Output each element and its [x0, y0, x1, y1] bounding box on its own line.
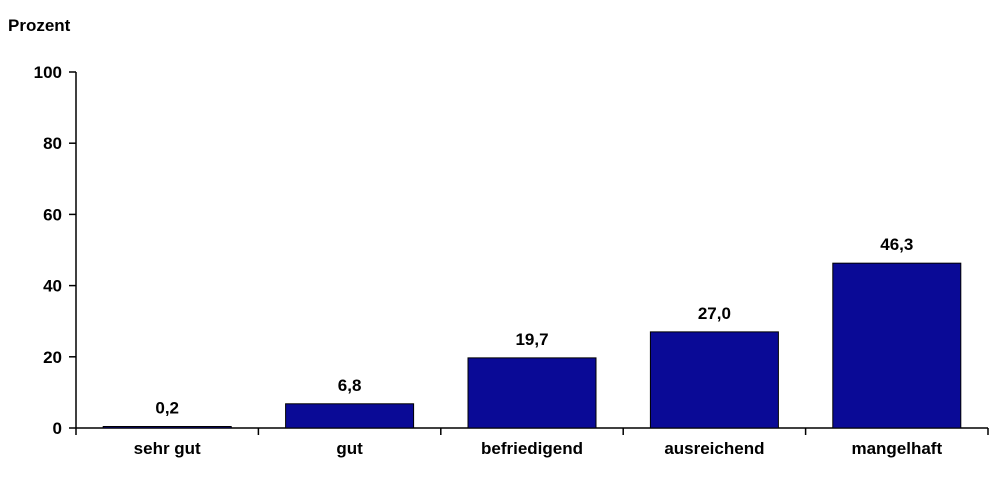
y-tick-label: 80	[43, 134, 62, 153]
bar	[285, 403, 415, 429]
bar-value-label: 46,3	[880, 235, 913, 254]
y-axis-title: Prozent	[8, 16, 71, 35]
x-category-label: gut	[336, 439, 363, 458]
x-category-label: mangelhaft	[851, 439, 942, 458]
x-category-label: sehr gut	[134, 439, 201, 458]
x-category-label: ausreichend	[664, 439, 764, 458]
bar-value-label: 0,2	[155, 399, 179, 418]
bar	[102, 426, 232, 429]
bar-value-label: 27,0	[698, 304, 731, 323]
bar	[649, 331, 779, 429]
y-tick-label: 40	[43, 277, 62, 296]
y-tick-label: 60	[43, 205, 62, 224]
y-tick-label: 0	[53, 419, 62, 438]
bar-value-label: 19,7	[515, 330, 548, 349]
bar	[832, 262, 962, 429]
y-tick-label: 20	[43, 348, 62, 367]
y-tick-label: 100	[34, 63, 62, 82]
bar	[467, 357, 597, 429]
x-category-label: befriedigend	[481, 439, 583, 458]
bar-value-label: 6,8	[338, 376, 362, 395]
